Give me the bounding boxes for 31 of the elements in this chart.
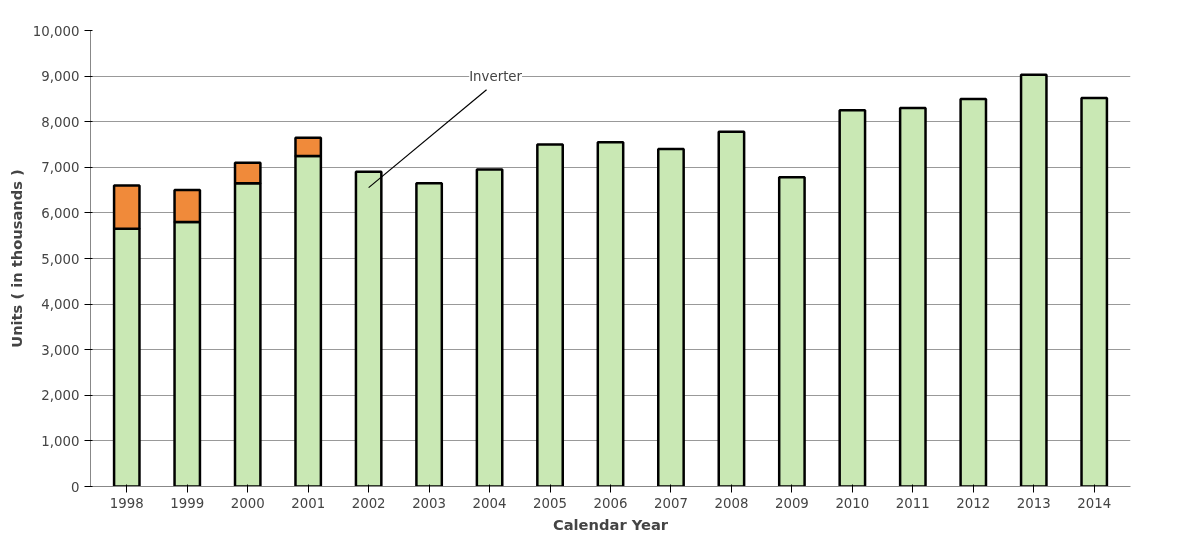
x-tick-label: 2012 <box>956 495 991 511</box>
x-tick-label: 2013 <box>1016 495 1051 511</box>
y-tick-label: 1,000 <box>41 433 80 449</box>
x-tick-label: 2006 <box>593 495 628 511</box>
x-tick-label: 2009 <box>774 495 809 511</box>
x-tick-label: 1999 <box>170 495 205 511</box>
x-tick-label: 2007 <box>654 495 688 511</box>
x-tick-label: 2011 <box>895 495 930 511</box>
x-tick-label: 2005 <box>533 495 567 511</box>
x-tick-label: 2004 <box>472 495 507 511</box>
y-tick-label: 8,000 <box>41 114 80 130</box>
y-tick-label: 6,000 <box>41 205 80 221</box>
x-tick-label: 2008 <box>714 495 749 511</box>
text: Inverter <box>469 68 523 84</box>
x-tick-label: 2001 <box>291 495 326 511</box>
x-tick-label: 1998 <box>109 495 144 511</box>
x-tick-label: 2003 <box>412 495 447 511</box>
x-tick-label: 2000 <box>230 495 265 511</box>
y-tick-label: 0 <box>71 479 80 495</box>
y-tick-label: 5,000 <box>41 251 80 267</box>
x-tick-label: 2010 <box>835 495 870 511</box>
y-tick-label: 4,000 <box>41 297 80 313</box>
x-tick-label: 2014 <box>1077 495 1112 511</box>
y-tick-label: 2,000 <box>41 388 80 404</box>
y-tick-label: 3,000 <box>41 342 80 358</box>
x-tick-label: 2002 <box>351 495 386 511</box>
y-tick-label: 10,000 <box>32 23 80 39</box>
y-axis-title: Units ( in thousands ) <box>7 169 25 348</box>
y-tick-label: 7,000 <box>41 160 80 176</box>
x-axis-title: Calendar Year <box>552 515 669 533</box>
y-tick-label: 9,000 <box>41 69 80 85</box>
